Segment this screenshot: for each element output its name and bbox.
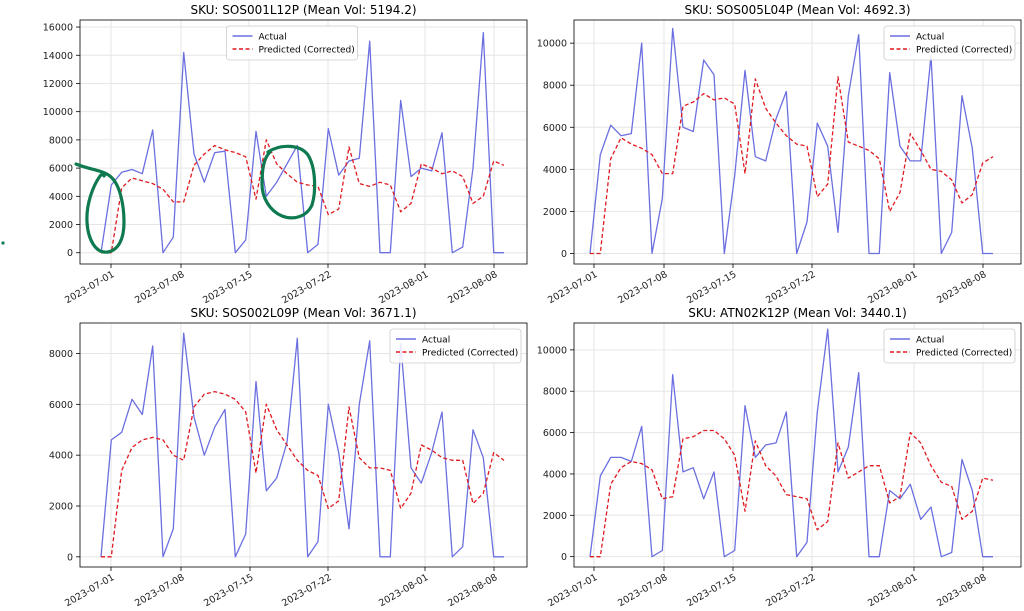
x-tick-label: 2023-07-08 [616,572,669,609]
y-tick-label: 6000 [49,164,73,175]
y-tick-label: 0 [67,552,73,563]
annotation-stroke-left [74,162,126,254]
x-tick-label: 2023-08-01 [377,269,430,306]
x-tick-label: 2023-07-22 [764,572,817,609]
y-tick-label: 4000 [49,192,73,203]
x-tick-label: 2023-07-15 [685,572,738,609]
y-tick-label: 8000 [49,349,73,360]
x-tick-label: 2023-07-22 [280,572,333,609]
legend: Actual Predicted (Corrected) [389,328,522,364]
y-tick-label: 0 [561,552,567,563]
series-actual-line [100,32,504,254]
x-tick-label: 2023-08-01 [866,572,919,609]
legend-label: Predicted (Corrected) [259,46,355,56]
handdrawn-annotations [1,144,317,254]
chart-panel-4: 0 2000 4000 6000 8000 10000 2023-07-01 2023-07-… [537,306,1022,609]
y-tick-label: 0 [67,248,73,259]
legend-label: Predicted (Corrected) [422,349,518,359]
y-tick-label: 0 [561,249,567,260]
series-predicted-line [590,429,994,558]
series-predicted-line [590,76,994,255]
legend-box [883,328,1016,364]
x-tick-label: 2023-07-01 [63,572,116,609]
series-actual-line [589,27,993,255]
plot-frame [573,19,1022,265]
y-tick-label: 10000 [537,345,567,356]
y-tick-label: 2000 [49,502,73,513]
y-tick-label: 2000 [49,220,73,231]
legend-box [389,328,522,364]
series-actual-line [100,332,504,558]
y-tick-label: 14000 [43,51,73,62]
x-tick-label: 2023-07-01 [63,269,116,306]
y-tick-label: 4000 [543,165,567,176]
legend-label: Actual [259,33,287,43]
x-tick-label: 2023-07-15 [202,572,255,609]
y-tick-label: 16000 [43,23,73,34]
x-tick-label: 2023-07-15 [201,269,254,306]
y-tick-label: 8000 [543,81,567,92]
chart-title: SKU: SOS005L04P (Mean Vol: 4692.3) [684,3,910,17]
x-tick-label: 2023-08-08 [935,572,988,609]
x-tick-label: 2023-07-22 [764,269,817,306]
y-tick-label: 8000 [49,135,73,146]
series-actual-line [589,328,993,558]
y-tick-label: 12000 [43,79,73,90]
x-tick-label: 2023-08-08 [446,572,499,609]
plot-frame [573,322,1022,568]
series-predicted-line [101,390,505,558]
y-tick-label: 2000 [543,207,567,218]
y-tick-label: 8000 [543,387,567,398]
chart-title: SKU: ATN02K12P (Mean Vol: 3440.1) [688,306,907,320]
x-tick-label: 2023-07-15 [685,269,738,306]
y-tick-label: 6000 [543,428,567,439]
y-tick-label: 2000 [543,511,567,522]
x-tick-label: 2023-07-08 [133,269,186,306]
x-tick-label: 2023-07-01 [546,572,599,609]
x-tick-label: 2023-07-08 [616,269,669,306]
legend-label: Predicted (Corrected) [916,349,1012,359]
y-tick-label: 4000 [543,469,567,480]
chart-title: SKU: SOS001L12P (Mean Vol: 5194.2) [190,3,416,17]
legend: Actual Predicted (Corrected) [226,25,358,61]
series-predicted-line [101,139,505,254]
legend-box [883,25,1016,61]
legend-label: Actual [916,336,944,346]
x-tick-label: 2023-08-01 [377,572,430,609]
x-tick-label: 2023-07-08 [133,572,186,609]
x-tick-label: 2023-07-01 [546,269,599,306]
y-tick-label: 10000 [537,39,567,50]
chart-title: SKU: SOS002L09P (Mean Vol: 3671.1) [190,306,416,320]
x-tick-label: 2023-08-08 [446,269,499,306]
legend-label: Predicted (Corrected) [916,46,1012,56]
x-tick-label: 2023-08-01 [866,269,919,306]
legend-label: Actual [422,336,450,346]
chart-panel-1: 0 2000 4000 6000 8000 10000 12000 14000 16000 202… [43,3,528,306]
chart-panel-3: 0 2000 4000 6000 8000 2023-07-01 2023-07-08 202… [49,306,528,609]
y-tick-label: 10000 [43,107,73,118]
legend: Actual Predicted (Corrected) [883,328,1016,364]
legend-label: Actual [916,33,944,43]
y-tick-label: 4000 [49,451,73,462]
legend-box [226,25,358,61]
y-tick-label: 6000 [49,400,73,411]
y-tick-label: 6000 [543,123,567,134]
annotation-stroke-right [260,144,317,220]
x-tick-label: 2023-07-22 [280,269,333,306]
plot-frame [79,322,528,568]
plot-frame [79,19,528,265]
annotation-dot [1,241,5,245]
chart-panel-2: 0 2000 4000 6000 8000 10000 2023-07-01 2023-07-… [537,3,1022,306]
legend: Actual Predicted (Corrected) [883,25,1016,61]
x-tick-label: 2023-08-08 [935,269,988,306]
